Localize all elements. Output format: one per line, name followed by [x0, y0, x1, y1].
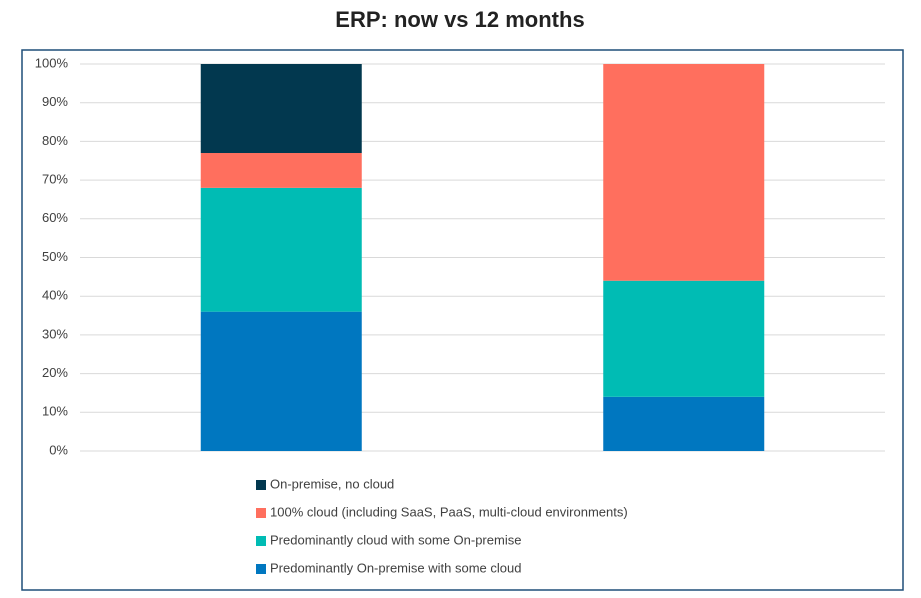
- y-tick-label: 0%: [49, 442, 68, 457]
- y-tick-label: 10%: [42, 404, 68, 419]
- bar-segment: [200, 311, 362, 451]
- bar-segment: [603, 280, 765, 397]
- y-tick-label: 50%: [42, 249, 68, 264]
- legend-label: Predominantly cloud with some On-premise: [270, 532, 521, 547]
- y-tick-label: 100%: [35, 55, 69, 70]
- chart-title: ERP: now vs 12 months: [335, 7, 584, 32]
- bar-segment: [200, 187, 362, 312]
- legend-swatch: [256, 480, 266, 490]
- legend-swatch: [256, 564, 266, 574]
- bar-segment: [200, 153, 362, 188]
- y-tick-label: 90%: [42, 94, 68, 109]
- legend-swatch: [256, 508, 266, 518]
- y-tick-label: 40%: [42, 288, 68, 303]
- y-tick-label: 20%: [42, 365, 68, 380]
- chart-frame: [21, 49, 904, 591]
- y-tick-label: 30%: [42, 326, 68, 341]
- legend-label: Predominantly On-premise with some cloud: [270, 560, 521, 575]
- y-tick-label: 70%: [42, 172, 68, 187]
- legend-swatch: [256, 536, 266, 546]
- y-tick-label: 80%: [42, 133, 68, 148]
- y-tick-label: 60%: [42, 210, 68, 225]
- legend-label: On-premise, no cloud: [270, 476, 394, 491]
- bar-segment: [200, 64, 362, 154]
- bar-segment: [603, 396, 765, 451]
- bar-segment: [603, 64, 765, 281]
- legend-label: 100% cloud (including SaaS, PaaS, multi-…: [270, 504, 628, 519]
